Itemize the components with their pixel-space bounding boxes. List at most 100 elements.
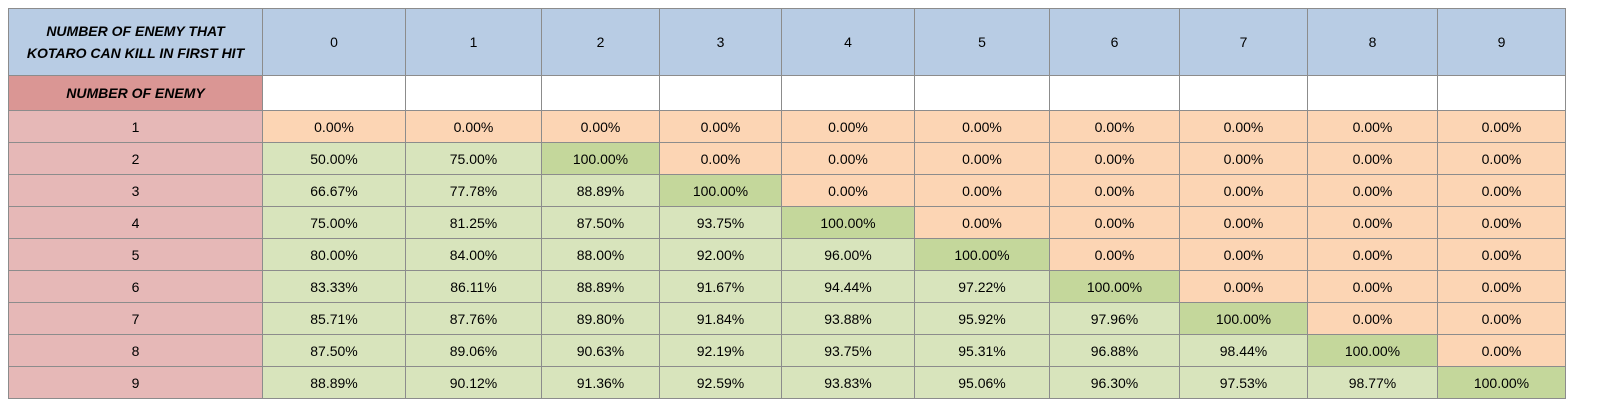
probability-cell: 91.67% bbox=[659, 270, 782, 303]
empty-cell bbox=[914, 75, 1050, 111]
row-label: 1 bbox=[8, 110, 263, 143]
probability-cell: 92.00% bbox=[659, 238, 782, 271]
probability-cell: 0.00% bbox=[1307, 174, 1438, 207]
probability-cell: 0.00% bbox=[1179, 270, 1308, 303]
table-row: 9 88.89% 90.12% 91.36% 92.59% 93.83% 95.06% 96.… bbox=[8, 366, 1566, 399]
probability-cell: 84.00% bbox=[405, 238, 542, 271]
row-label: 7 bbox=[8, 302, 263, 335]
probability-cell: 0.00% bbox=[405, 110, 542, 143]
probability-cell: 0.00% bbox=[1179, 110, 1308, 143]
probability-cell: 83.33% bbox=[262, 270, 406, 303]
probability-cell: 0.00% bbox=[1437, 142, 1566, 175]
probability-cell: 66.67% bbox=[262, 174, 406, 207]
empty-cell bbox=[405, 75, 542, 111]
table-row: 8 87.50% 89.06% 90.63% 92.19% 93.75% 95.31% 96.… bbox=[8, 334, 1566, 367]
probability-cell: 0.00% bbox=[1437, 334, 1566, 367]
probability-cell: 89.06% bbox=[405, 334, 542, 367]
table-row: 7 85.71% 87.76% 89.80% 91.84% 93.88% 95.92% 97.… bbox=[8, 302, 1566, 335]
row-label: 9 bbox=[8, 366, 263, 399]
probability-cell: 94.44% bbox=[781, 270, 915, 303]
probability-cell: 0.00% bbox=[1437, 174, 1566, 207]
column-header: 2 bbox=[541, 8, 660, 76]
probability-cell: 0.00% bbox=[1049, 110, 1180, 143]
probability-cell: 97.53% bbox=[1179, 366, 1308, 399]
probability-cell: 0.00% bbox=[1049, 142, 1180, 175]
probability-cell: 0.00% bbox=[1437, 302, 1566, 335]
table-row: 4 75.00% 81.25% 87.50% 93.75% 100.00% 0.00% 0.0… bbox=[8, 206, 1566, 239]
probability-cell: 75.00% bbox=[405, 142, 542, 175]
probability-table: NUMBER OF ENEMY THAT KOTARO CAN KILL IN … bbox=[8, 8, 1566, 399]
probability-cell: 93.83% bbox=[781, 366, 915, 399]
probability-cell: 0.00% bbox=[1179, 206, 1308, 239]
row-header: NUMBER OF ENEMY bbox=[8, 75, 263, 111]
column-header: 8 bbox=[1307, 8, 1438, 76]
probability-cell: 93.75% bbox=[781, 334, 915, 367]
probability-cell: 0.00% bbox=[781, 174, 915, 207]
table-row: NUMBER OF ENEMY THAT KOTARO CAN KILL IN … bbox=[8, 8, 1566, 76]
probability-cell: 0.00% bbox=[781, 142, 915, 175]
probability-cell: 0.00% bbox=[1049, 238, 1180, 271]
table-row: 6 83.33% 86.11% 88.89% 91.67% 94.44% 97.22% 100… bbox=[8, 270, 1566, 303]
empty-cell bbox=[1049, 75, 1180, 111]
probability-cell: 88.89% bbox=[262, 366, 406, 399]
row-label: 4 bbox=[8, 206, 263, 239]
probability-cell: 0.00% bbox=[781, 110, 915, 143]
column-header: 3 bbox=[659, 8, 782, 76]
probability-cell: 0.00% bbox=[262, 110, 406, 143]
probability-cell: 91.84% bbox=[659, 302, 782, 335]
probability-cell: 0.00% bbox=[1307, 270, 1438, 303]
probability-cell: 0.00% bbox=[1179, 174, 1308, 207]
column-header: 9 bbox=[1437, 8, 1566, 76]
probability-cell: 100.00% bbox=[659, 174, 782, 207]
probability-cell: 0.00% bbox=[1049, 174, 1180, 207]
probability-cell: 95.06% bbox=[914, 366, 1050, 399]
probability-cell: 85.71% bbox=[262, 302, 406, 335]
table-row: 1 0.00% 0.00% 0.00% 0.00% 0.00% 0.00% 0.00% 0.00… bbox=[8, 110, 1566, 143]
probability-cell: 86.11% bbox=[405, 270, 542, 303]
probability-cell: 80.00% bbox=[262, 238, 406, 271]
probability-cell: 95.92% bbox=[914, 302, 1050, 335]
table-row: 2 50.00% 75.00% 100.00% 0.00% 0.00% 0.00% 0.00%… bbox=[8, 142, 1566, 175]
probability-cell: 0.00% bbox=[1307, 142, 1438, 175]
probability-cell: 100.00% bbox=[914, 238, 1050, 271]
probability-cell: 88.00% bbox=[541, 238, 660, 271]
table-row: 3 66.67% 77.78% 88.89% 100.00% 0.00% 0.00% 0.00… bbox=[8, 174, 1566, 207]
header-title: NUMBER OF ENEMY THAT KOTARO CAN KILL IN … bbox=[8, 8, 263, 76]
probability-cell: 0.00% bbox=[1437, 110, 1566, 143]
column-header: 5 bbox=[914, 8, 1050, 76]
column-header: 7 bbox=[1179, 8, 1308, 76]
probability-cell: 88.89% bbox=[541, 270, 660, 303]
probability-cell: 87.50% bbox=[262, 334, 406, 367]
probability-cell: 88.89% bbox=[541, 174, 660, 207]
probability-cell: 0.00% bbox=[914, 110, 1050, 143]
empty-cell bbox=[262, 75, 406, 111]
probability-cell: 81.25% bbox=[405, 206, 542, 239]
row-label: 3 bbox=[8, 174, 263, 207]
probability-cell: 96.30% bbox=[1049, 366, 1180, 399]
probability-cell: 0.00% bbox=[659, 110, 782, 143]
probability-cell: 77.78% bbox=[405, 174, 542, 207]
probability-cell: 0.00% bbox=[1049, 206, 1180, 239]
probability-cell: 0.00% bbox=[1179, 142, 1308, 175]
probability-cell: 98.77% bbox=[1307, 366, 1438, 399]
probability-cell: 92.19% bbox=[659, 334, 782, 367]
column-header: 6 bbox=[1049, 8, 1180, 76]
column-header: 4 bbox=[781, 8, 915, 76]
column-header: 0 bbox=[262, 8, 406, 76]
probability-cell: 0.00% bbox=[1179, 238, 1308, 271]
probability-cell: 0.00% bbox=[1437, 206, 1566, 239]
probability-cell: 95.31% bbox=[914, 334, 1050, 367]
probability-cell: 0.00% bbox=[914, 206, 1050, 239]
row-label: 2 bbox=[8, 142, 263, 175]
probability-cell: 100.00% bbox=[781, 206, 915, 239]
probability-cell: 92.59% bbox=[659, 366, 782, 399]
column-header: 1 bbox=[405, 8, 542, 76]
probability-cell: 97.96% bbox=[1049, 302, 1180, 335]
probability-cell: 0.00% bbox=[1307, 238, 1438, 271]
probability-cell: 90.63% bbox=[541, 334, 660, 367]
row-label: 8 bbox=[8, 334, 263, 367]
probability-cell: 90.12% bbox=[405, 366, 542, 399]
empty-cell bbox=[1307, 75, 1438, 111]
probability-cell: 0.00% bbox=[914, 174, 1050, 207]
